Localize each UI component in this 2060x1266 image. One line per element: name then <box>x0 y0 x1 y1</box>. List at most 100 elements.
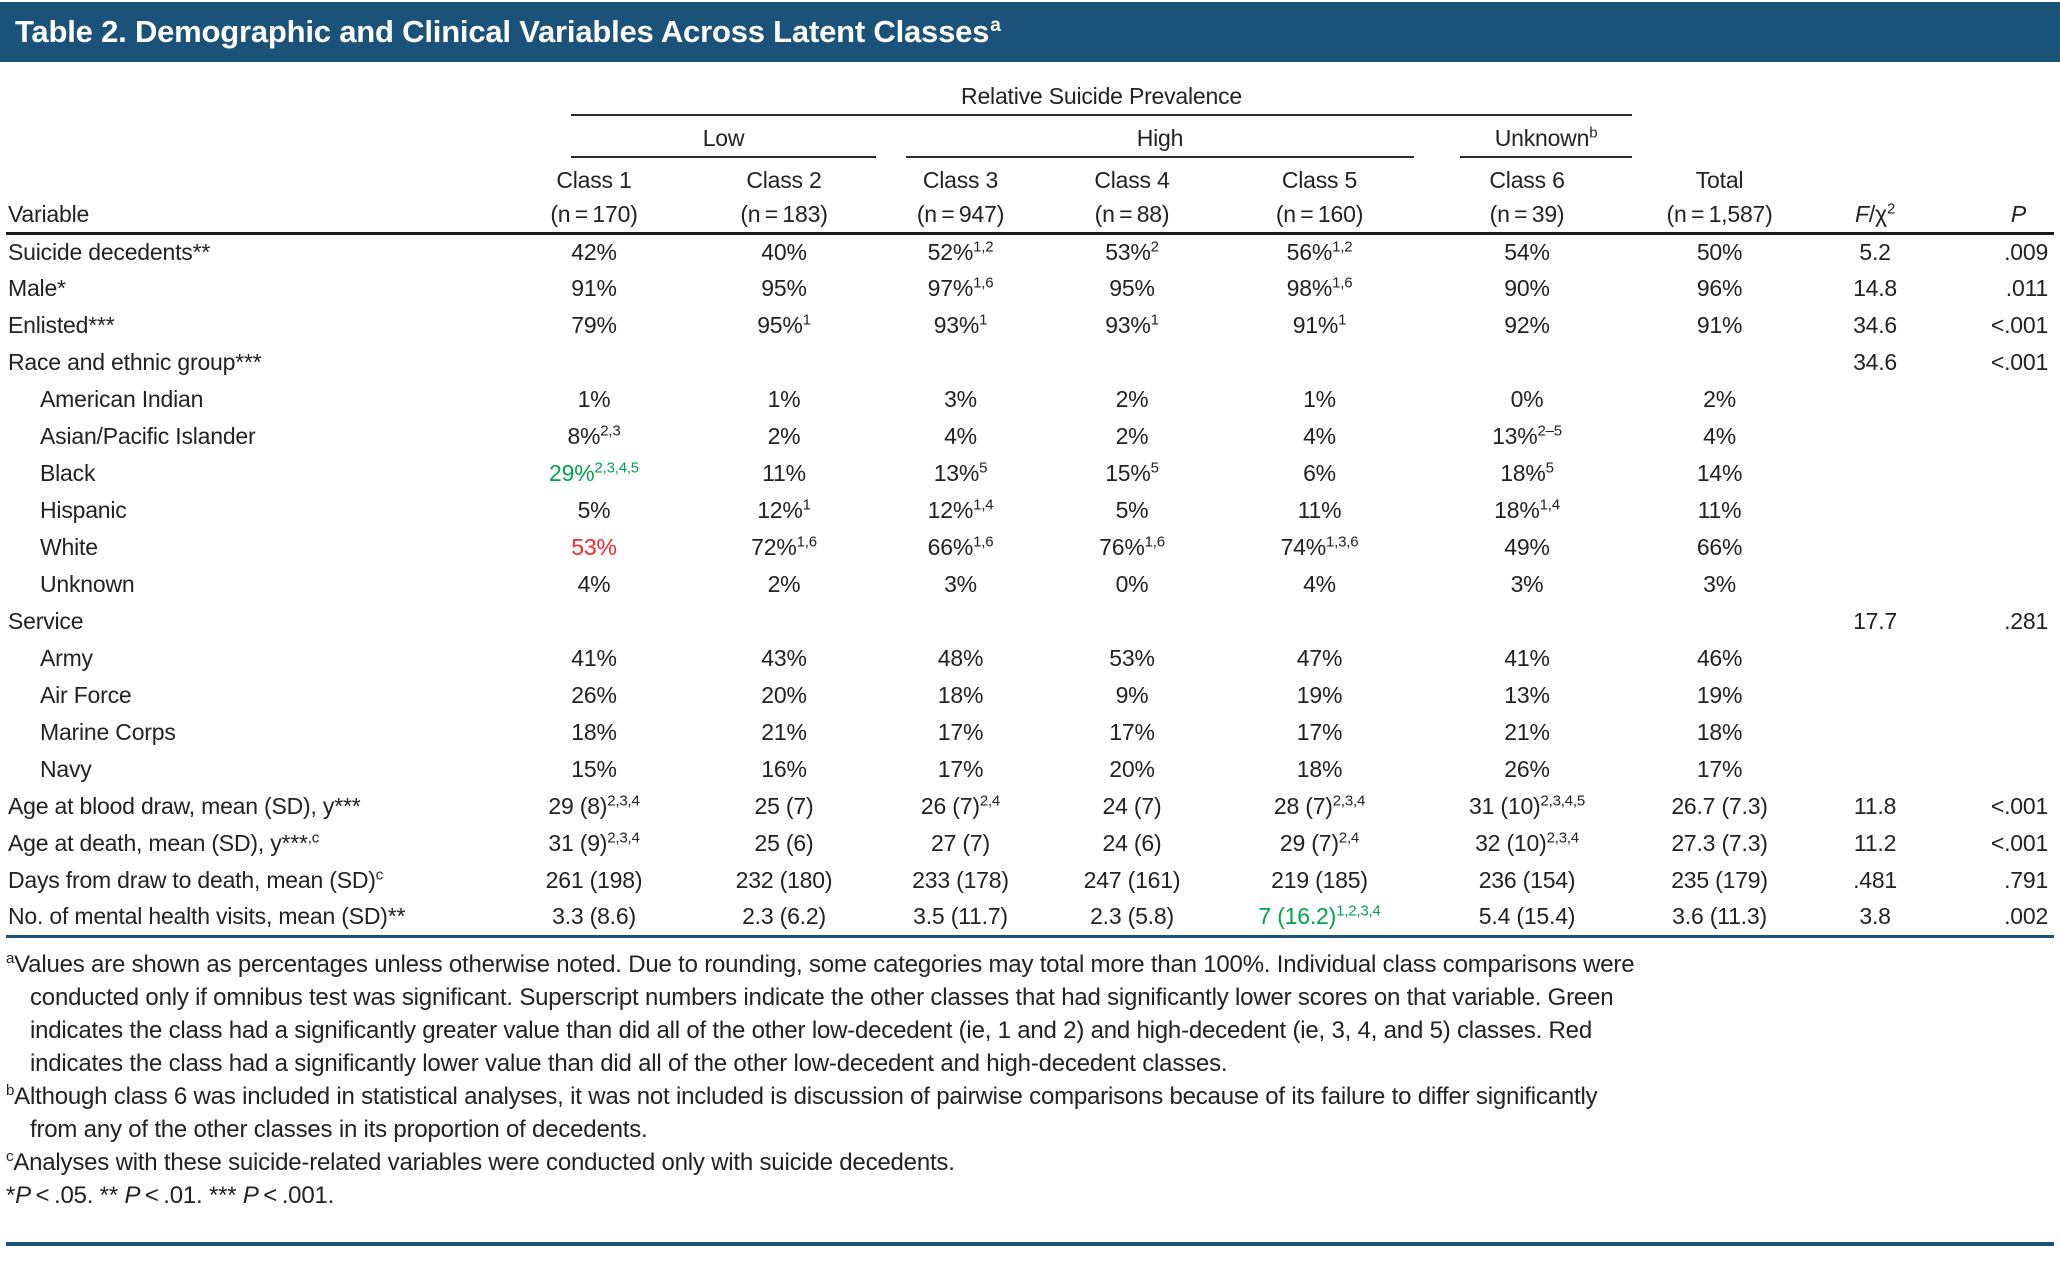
class-2-value-cell: 95% <box>692 270 876 307</box>
total-value-cell <box>1634 603 1805 640</box>
table-row: Age at blood draw, mean (SD), y*** 29 (8)… <box>6 788 2054 825</box>
class-1-value-cell: 41% <box>496 640 692 677</box>
cell-value: 3% <box>944 571 977 597</box>
class-5-value-cell: 219 (185) <box>1219 862 1420 899</box>
cell-superscript: 1,3,6 <box>1326 533 1359 551</box>
class-4-value-cell: 95% <box>1045 270 1219 307</box>
cell-value: 54% <box>1504 238 1550 265</box>
class-3-value-cell: 27 (7) <box>876 825 1045 862</box>
footnote-text: P <box>15 1181 31 1209</box>
class-3-value-cell: 3% <box>876 566 1045 603</box>
f-stat-cell <box>1805 677 1945 714</box>
table-row: Army 41% 43% 48% 53% 47% 41% 46% <box>6 640 2054 677</box>
cell-value: 232 (180) <box>735 867 833 893</box>
cell-value: 3.6 (11.3) <box>1672 903 1767 930</box>
class-5-value-cell: 19% <box>1219 677 1420 714</box>
class-5-value-cell: 18% <box>1219 751 1420 788</box>
row-label-cell: Hispanic <box>6 492 496 529</box>
row-label-cell: Marine Corps <box>6 714 496 751</box>
class-2-value-cell: 95%1 <box>692 307 876 344</box>
cell-value: 41% <box>571 645 617 671</box>
table-row: White 53% 72%1,6 66%1,6 76%1,6 74%1,3,6 49% 66% <box>6 529 2054 566</box>
cell-superscript: 1,6 <box>1144 533 1165 551</box>
cell-value: 18% <box>571 719 617 745</box>
cell-value: 53% <box>571 534 617 560</box>
cell-value: 21% <box>761 719 807 745</box>
cell-value: 90% <box>1504 275 1550 301</box>
class-6-value-cell: 18%5 <box>1420 455 1634 492</box>
class-3-value-cell: 18% <box>876 677 1045 714</box>
class-4-value-cell: 2.3 (5.8) <box>1045 899 1219 938</box>
cell-value: 6% <box>1303 460 1336 486</box>
footnote-text: Values are shown as percentages unless o… <box>14 950 1635 978</box>
class-2-value-cell: 2.3 (6.2) <box>692 899 876 938</box>
table-row: Age at death, mean (SD), y***,c 31 (9)2,3… <box>6 825 2054 862</box>
class-6-value-cell <box>1420 603 1634 640</box>
table-row: Unknown 4% 2% 3% 0% 4% 3% 3% <box>6 566 2054 603</box>
total-value-cell: 46% <box>1634 640 1805 677</box>
cell-value: 233 (178) <box>912 867 1009 893</box>
p-value-cell <box>1945 492 2054 529</box>
cell-value: 31 (9) <box>548 830 608 856</box>
class-6-value-cell: 92% <box>1420 307 1634 344</box>
cell-value: 7 (16.2) <box>1258 903 1337 930</box>
class-5-value-cell: 6% <box>1219 455 1420 492</box>
cell-value: 53% <box>1109 645 1155 671</box>
cell-value: 91% <box>571 275 617 301</box>
class-1-value-cell: 31 (9)2,3,4 <box>496 825 692 862</box>
class-4-value-cell: 24 (6) <box>1045 825 1219 862</box>
cell-value: 66% <box>1696 534 1743 560</box>
cell-value: 12% <box>927 497 974 523</box>
cell-value: 66% <box>927 534 974 560</box>
cell-value: 91% <box>1292 312 1339 338</box>
class-3-value-cell: 52%1,2 <box>876 233 1045 270</box>
total-header: Total <box>1695 167 1744 193</box>
cell-value: 31 (10) <box>1469 793 1541 819</box>
row-label: Race and ethnic group*** <box>8 349 262 375</box>
class-1-value-cell: 18% <box>496 714 692 751</box>
class-4-value-cell: 9% <box>1045 677 1219 714</box>
row-label-footnote-marker: ,c <box>307 829 320 847</box>
class-3-value-cell: 17% <box>876 714 1045 751</box>
class-3-value-cell: 17% <box>876 751 1045 788</box>
p-value-cell <box>1945 418 2054 455</box>
footnote-text: P <box>124 1181 141 1209</box>
class-6-value-cell: 0% <box>1420 381 1634 418</box>
cell-superscript: 2,3,4,5 <box>594 459 639 477</box>
total-n: (n = 1,587) <box>1634 196 1806 235</box>
row-label-cell: Black <box>6 455 496 492</box>
cell-value: 5% <box>577 497 611 523</box>
bottom-rule <box>6 1241 2054 1246</box>
cell-superscript: 1 <box>979 311 988 329</box>
class-3-value-cell: 66%1,6 <box>876 529 1045 566</box>
row-label-cell: Age at blood draw, mean (SD), y*** <box>6 788 496 825</box>
cell-value: 18% <box>1494 497 1540 523</box>
footnote-text: P <box>242 1181 259 1209</box>
class-5-value-cell: 17% <box>1219 714 1420 751</box>
p-value-cell <box>1945 677 2054 714</box>
cell-superscript: 5 <box>1545 459 1554 477</box>
cell-value: 27 (7) <box>931 830 990 856</box>
cell-value: 20% <box>761 682 807 708</box>
cell-superscript: 1 <box>802 311 811 329</box>
f-stat-cell <box>1805 455 1945 492</box>
class-3-header: Class 3 <box>922 167 999 193</box>
class-5-n: (n = 160) <box>1219 196 1420 235</box>
cell-superscript: 2,3,4 <box>1546 829 1580 847</box>
class-6-value-cell: 21% <box>1420 714 1634 751</box>
cell-value: 3.5 (11.7) <box>913 903 1008 930</box>
class-5-value-cell: 29 (7)2,4 <box>1219 825 1420 862</box>
row-label-cell: Unknown <box>6 566 496 603</box>
cell-value: 2% <box>1115 386 1149 412</box>
footnote-text: indicates the class had a significantly … <box>30 1049 1228 1077</box>
row-label-cell: Asian/Pacific Islander <box>6 418 496 455</box>
f-stat-cell <box>1805 640 1945 677</box>
spacer-cell <box>6 62 496 116</box>
table-row: Hispanic 5% 12%1 12%1,4 5% 11% 18%1,4 11% <box>6 492 2054 529</box>
cell-value: 93% <box>933 312 980 338</box>
total-value-cell: 3% <box>1634 566 1805 603</box>
class-3-value-cell: 26 (7)2,4 <box>876 788 1045 825</box>
class-4-value-cell: 24 (7) <box>1045 788 1219 825</box>
cell-value: 42% <box>571 238 617 265</box>
cell-value: 2% <box>1115 423 1149 449</box>
